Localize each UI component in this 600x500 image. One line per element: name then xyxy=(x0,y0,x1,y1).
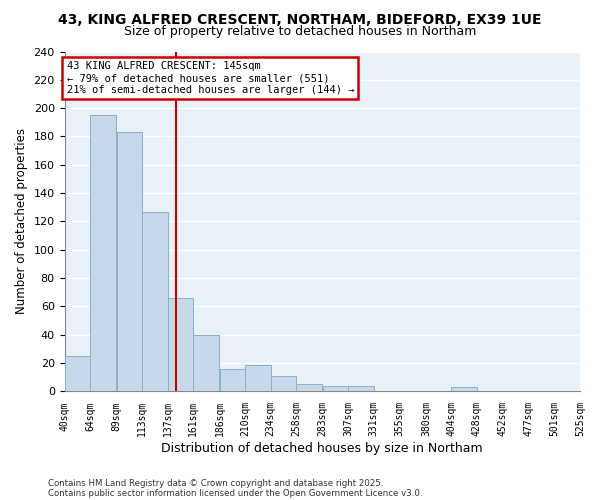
Bar xyxy=(271,376,296,392)
Bar xyxy=(296,384,322,392)
Bar xyxy=(90,115,116,392)
Text: 43, KING ALFRED CRESCENT, NORTHAM, BIDEFORD, EX39 1UE: 43, KING ALFRED CRESCENT, NORTHAM, BIDEF… xyxy=(58,12,542,26)
Bar xyxy=(245,364,271,392)
Bar xyxy=(323,386,349,392)
Text: Size of property relative to detached houses in Northam: Size of property relative to detached ho… xyxy=(124,25,476,38)
Bar xyxy=(451,387,477,392)
Text: Contains HM Land Registry data © Crown copyright and database right 2025.: Contains HM Land Registry data © Crown c… xyxy=(48,478,383,488)
X-axis label: Distribution of detached houses by size in Northam: Distribution of detached houses by size … xyxy=(161,442,483,455)
Bar xyxy=(65,356,90,392)
Bar xyxy=(349,386,374,392)
Bar xyxy=(220,369,245,392)
Bar xyxy=(142,212,167,392)
Text: 43 KING ALFRED CRESCENT: 145sqm
← 79% of detached houses are smaller (551)
21% o: 43 KING ALFRED CRESCENT: 145sqm ← 79% of… xyxy=(67,62,354,94)
Bar xyxy=(193,335,218,392)
Bar xyxy=(116,132,142,392)
Bar xyxy=(167,298,193,392)
Text: Contains public sector information licensed under the Open Government Licence v3: Contains public sector information licen… xyxy=(48,488,422,498)
Y-axis label: Number of detached properties: Number of detached properties xyxy=(15,128,28,314)
